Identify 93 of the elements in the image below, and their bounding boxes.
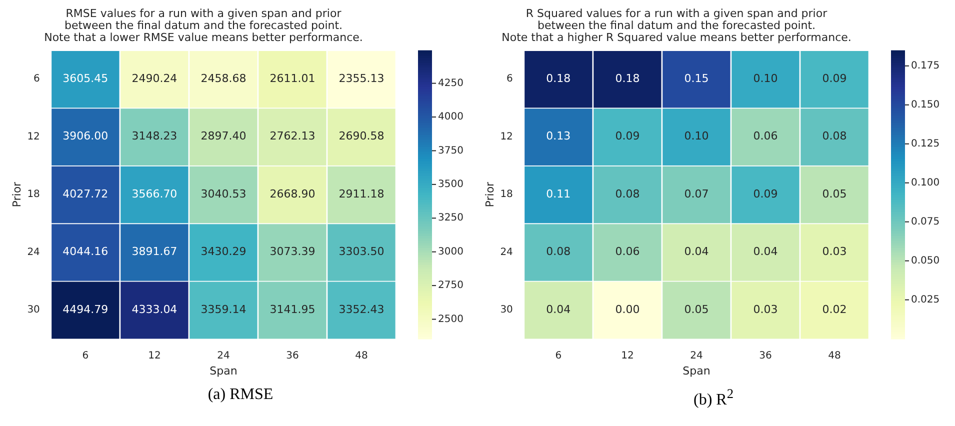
- color-bar-label: 0.125: [910, 138, 940, 150]
- data-label: 0.08: [614, 187, 640, 200]
- x-tick-label: 6: [554, 350, 562, 362]
- data-label: 2911.18: [338, 187, 384, 200]
- data-label: 3141.95: [269, 302, 315, 316]
- x-axis-title: Span: [682, 364, 710, 378]
- x-axis-title: Span: [209, 364, 237, 378]
- data-label: 3148.23: [131, 130, 177, 143]
- data-label: 0.05: [822, 187, 846, 200]
- x-tick-label: 36: [286, 350, 298, 362]
- x-tick-label: 48: [828, 350, 840, 362]
- y-tick-label: 30: [26, 304, 40, 316]
- data-label: 0.06: [752, 130, 778, 143]
- y-tick-label: 12: [26, 131, 40, 142]
- color-bar-label: 0.175: [910, 60, 940, 72]
- color-bar-label: 3000: [438, 246, 463, 258]
- y-tick-label: 18: [500, 189, 512, 200]
- data-label: 0.11: [546, 187, 570, 200]
- data-label: 3906.00: [62, 130, 108, 143]
- data-label: 2458.68: [200, 72, 246, 86]
- data-label: 0.18: [614, 72, 640, 86]
- data-label: 3891.67: [131, 245, 177, 258]
- data-label: 0.05: [684, 302, 708, 316]
- x-tick-label: 24: [690, 350, 702, 362]
- y-tick-label: 24: [500, 246, 512, 258]
- data-label: 4044.16: [62, 245, 108, 258]
- data-label: 2355.13: [338, 72, 384, 86]
- data-label: 0.09: [614, 130, 640, 143]
- data-label: 0.08: [546, 245, 570, 258]
- data-label: 4027.72: [62, 187, 108, 200]
- data-label: 2897.40: [200, 130, 246, 143]
- y-tick-label: 12: [500, 131, 512, 142]
- y-tick-label: 18: [26, 189, 40, 200]
- data-label: 2668.90: [269, 187, 315, 200]
- x-tick-label: 36: [758, 350, 772, 362]
- data-label: 4494.79: [62, 302, 108, 316]
- data-label: 3303.50: [338, 245, 384, 258]
- y-axis-title: Prior: [10, 181, 23, 208]
- color-bar-label: 2500: [438, 314, 463, 325]
- data-label: 0.13: [546, 130, 570, 143]
- data-label: 0.18: [546, 72, 570, 86]
- x-tick-label: 48: [354, 350, 368, 362]
- data-label: 0.03: [752, 302, 778, 316]
- x-tick-label: 12: [620, 350, 634, 362]
- data-label: 3040.53: [200, 187, 246, 200]
- data-label: 0.06: [614, 245, 640, 258]
- chart-title: R Squared values for a run with a given span and prior between the final datum and the forecasted point. Note that a higher R Squared value means better performance.: [501, 6, 851, 44]
- data-label: 3430.29: [200, 245, 246, 258]
- color-bar-label: 3750: [438, 145, 463, 156]
- data-label: 2611.01: [269, 72, 315, 86]
- data-label: 0.04: [752, 245, 778, 258]
- data-label: 3566.70: [131, 187, 177, 200]
- data-label: 0.04: [684, 245, 708, 258]
- data-label: 0.09: [752, 187, 778, 200]
- color-bar-label: 2750: [438, 280, 463, 292]
- x-tick-label: 6: [82, 350, 88, 362]
- color-bar-label: 0.025: [910, 294, 940, 306]
- data-label: 3605.45: [62, 72, 108, 86]
- color-bar-label: 0.050: [910, 255, 940, 266]
- y-tick-label: 30: [500, 304, 512, 316]
- data-label: 0.04: [546, 302, 570, 316]
- color-bar-label: 4250: [438, 78, 463, 89]
- data-label: 2490.24: [131, 72, 177, 86]
- data-label: 0.03: [822, 245, 846, 258]
- data-label: 4333.04: [131, 302, 177, 316]
- color-bar-label: 0.075: [910, 216, 940, 228]
- data-label: 0.10: [684, 130, 708, 143]
- data-label: 0.02: [822, 302, 846, 316]
- y-tick-label: 6: [33, 74, 40, 85]
- data-label: 0.00: [614, 302, 640, 316]
- data-label: 2762.13: [269, 130, 315, 143]
- data-label: 0.10: [752, 72, 778, 86]
- chart-title: RMSE values for a run with a given span and prior between the final datum and the forecasted point. Note that a lower RMSE value means better performance.: [44, 6, 362, 44]
- data-label: 0.07: [684, 187, 708, 200]
- data-label: 2690.58: [338, 130, 384, 143]
- color-bar-label: 4000: [438, 112, 463, 123]
- x-tick-label: 12: [148, 350, 160, 362]
- data-label: 3352.43: [338, 302, 384, 316]
- text: (a) RMSE: [208, 386, 274, 404]
- color-bar-label: 0.150: [910, 99, 940, 110]
- y-tick-label: 6: [506, 74, 512, 85]
- color-bar-label: 3500: [438, 179, 463, 190]
- color-bar-label: 3250: [438, 212, 463, 224]
- color-bar-label: 0.100: [910, 177, 940, 188]
- data-label: 0.15: [684, 72, 708, 86]
- data-label: 0.08: [822, 130, 846, 143]
- x-tick-label: 24: [216, 350, 230, 362]
- y-tick-label: 24: [26, 246, 40, 258]
- y-axis-title: Prior: [482, 181, 496, 208]
- data-label: 0.09: [822, 72, 846, 86]
- data-label: 3073.39: [269, 245, 315, 258]
- data-label: 3359.14: [200, 302, 246, 316]
- text: (b) R$^{2}$: [694, 386, 734, 410]
